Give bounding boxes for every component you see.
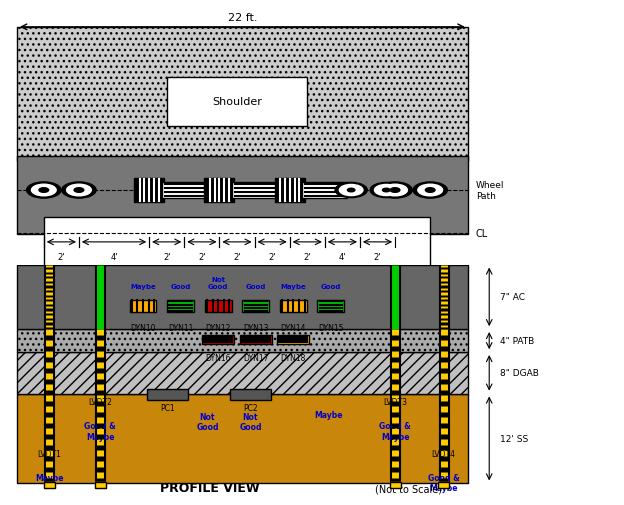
Bar <box>277 335 310 344</box>
Bar <box>44 217 430 268</box>
Text: Maybe: Maybe <box>130 283 156 289</box>
Bar <box>17 329 468 352</box>
Text: PC2: PC2 <box>243 403 258 413</box>
Circle shape <box>426 188 435 193</box>
Bar <box>44 482 54 487</box>
Bar <box>240 335 272 344</box>
Text: 8" DGAB: 8" DGAB <box>500 369 539 378</box>
Text: DYN16: DYN16 <box>205 354 231 363</box>
Circle shape <box>418 185 442 196</box>
Circle shape <box>383 185 407 196</box>
Circle shape <box>390 188 400 193</box>
Text: Good: Good <box>321 283 341 289</box>
Bar <box>17 28 468 162</box>
Text: Good &
Maybe: Good & Maybe <box>427 473 459 492</box>
Text: 7" AC: 7" AC <box>500 293 525 302</box>
Text: DYN13: DYN13 <box>243 324 268 333</box>
Text: LVDT4: LVDT4 <box>432 449 456 458</box>
Circle shape <box>67 185 91 196</box>
Circle shape <box>370 183 402 198</box>
Text: LVDT3: LVDT3 <box>383 397 407 407</box>
Text: Shoulder: Shoulder <box>212 97 262 107</box>
Bar <box>390 482 401 487</box>
Text: DYN12: DYN12 <box>205 324 231 333</box>
Bar <box>130 300 157 313</box>
Circle shape <box>374 185 398 196</box>
Bar <box>17 265 468 329</box>
Circle shape <box>39 188 49 193</box>
Bar <box>95 482 105 487</box>
Bar <box>202 335 234 344</box>
Text: 2': 2' <box>374 252 381 262</box>
Text: DYN14: DYN14 <box>281 324 306 333</box>
Text: Not
Good: Not Good <box>239 412 261 432</box>
Text: 2': 2' <box>233 252 241 262</box>
Text: Maybe: Maybe <box>35 473 64 482</box>
Text: Not
Good: Not Good <box>208 276 228 289</box>
Text: DYN10: DYN10 <box>130 324 156 333</box>
Circle shape <box>378 182 412 198</box>
Text: Good &
Maybe: Good & Maybe <box>84 421 116 441</box>
Bar <box>95 482 105 487</box>
Bar <box>280 300 307 313</box>
Text: 12' SS: 12' SS <box>500 434 528 443</box>
Text: Good &
Maybe: Good & Maybe <box>379 421 411 441</box>
Bar <box>232 183 277 198</box>
Bar <box>162 183 207 198</box>
Bar <box>134 178 164 203</box>
Bar <box>438 482 449 487</box>
Text: Not
Good: Not Good <box>196 412 219 432</box>
Bar <box>17 157 468 235</box>
Bar <box>17 394 468 483</box>
Bar <box>205 300 232 313</box>
Text: Good: Good <box>170 283 191 289</box>
Text: LVDT1: LVDT1 <box>37 449 61 458</box>
Text: Maybe: Maybe <box>314 410 343 419</box>
Text: DYN15: DYN15 <box>318 324 344 333</box>
Text: PC1: PC1 <box>160 403 175 413</box>
Circle shape <box>413 182 447 198</box>
Bar <box>275 178 305 203</box>
Text: DYN18: DYN18 <box>281 354 306 363</box>
Text: DYN11: DYN11 <box>168 324 193 333</box>
Text: Wheel
Path: Wheel Path <box>475 181 504 200</box>
Text: (Not to Scale): (Not to Scale) <box>375 484 442 494</box>
Bar <box>230 389 271 400</box>
Text: 4': 4' <box>110 252 118 262</box>
Text: 2': 2' <box>198 252 206 262</box>
Bar <box>44 482 54 487</box>
Text: 4': 4' <box>339 252 346 262</box>
Circle shape <box>348 189 355 192</box>
Text: PROFILE VIEW: PROFILE VIEW <box>160 481 260 494</box>
FancyBboxPatch shape <box>167 78 307 126</box>
Circle shape <box>335 183 368 198</box>
Bar <box>302 183 348 198</box>
Circle shape <box>383 189 390 192</box>
Text: Maybe: Maybe <box>280 283 306 289</box>
Text: 2': 2' <box>57 252 65 262</box>
Circle shape <box>62 182 96 198</box>
Bar <box>167 300 194 313</box>
Text: LVDT2: LVDT2 <box>88 397 112 407</box>
Text: 22 ft.: 22 ft. <box>228 13 257 23</box>
Bar <box>318 300 344 313</box>
Bar <box>205 178 235 203</box>
Text: CL: CL <box>475 229 488 238</box>
Text: DYN17: DYN17 <box>243 354 268 363</box>
Text: 4" PATB: 4" PATB <box>500 336 534 345</box>
Text: Good: Good <box>246 283 266 289</box>
Bar <box>242 300 269 313</box>
Text: PLAN VIEW: PLAN VIEW <box>203 267 281 280</box>
Text: 2': 2' <box>303 252 311 262</box>
Bar <box>438 482 449 487</box>
Circle shape <box>27 182 61 198</box>
Circle shape <box>74 188 84 193</box>
Circle shape <box>31 185 56 196</box>
Text: 2': 2' <box>163 252 170 262</box>
Text: 2': 2' <box>268 252 276 262</box>
Circle shape <box>339 185 363 196</box>
Bar <box>17 352 468 394</box>
Bar <box>390 482 401 487</box>
Bar <box>147 389 188 400</box>
